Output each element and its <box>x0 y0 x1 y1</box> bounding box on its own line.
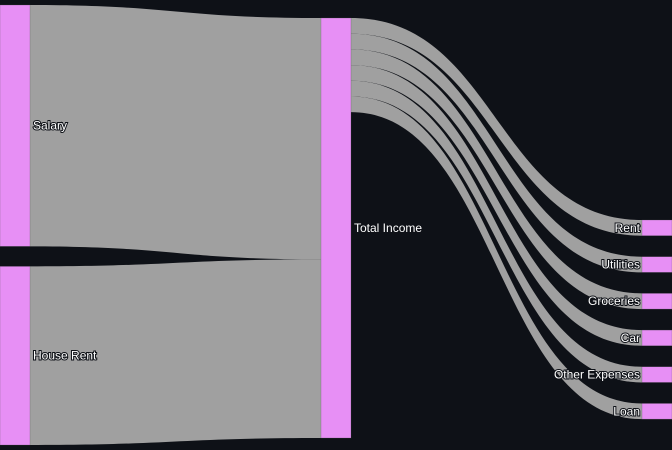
link-total_income-to-loan[interactable] <box>351 96 642 420</box>
node-total_income[interactable] <box>320 17 352 439</box>
link-salary-to-total_income[interactable] <box>30 5 321 260</box>
link-total_income-to-rent[interactable] <box>351 18 642 236</box>
node-label-other_expenses: Other Expenses <box>554 368 640 382</box>
sankey-nodes <box>0 4 672 446</box>
node-salary[interactable] <box>0 4 31 247</box>
node-label-salary: Salary <box>33 119 67 133</box>
node-label-rent: Rent <box>615 221 641 235</box>
node-label-groceries: Groceries <box>588 294 640 308</box>
node-house_rent[interactable] <box>0 266 31 446</box>
node-label-total_income: Total Income <box>354 221 422 235</box>
link-total_income-to-other_expenses[interactable] <box>351 80 642 383</box>
node-rent[interactable] <box>641 219 672 236</box>
link-total_income-to-car[interactable] <box>351 65 642 346</box>
node-utilities[interactable] <box>641 256 672 273</box>
node-car[interactable] <box>641 329 672 347</box>
node-loan[interactable] <box>641 403 672 420</box>
node-label-house_rent: House Rent <box>33 349 97 363</box>
node-label-utilities: Utilities <box>601 258 640 272</box>
node-other_expenses[interactable] <box>641 366 672 383</box>
link-total_income-to-groceries[interactable] <box>351 49 642 310</box>
sankey-links <box>30 5 642 445</box>
sankey-labels: Salary House Rent Total Income Rent Utilitie… <box>32 118 642 420</box>
node-label-car: Car <box>621 331 640 345</box>
link-house_rent-to-total_income[interactable] <box>30 259 321 445</box>
node-groceries[interactable] <box>641 293 672 310</box>
link-total_income-to-utilities[interactable] <box>351 33 642 273</box>
node-label-loan: Loan <box>613 404 640 418</box>
